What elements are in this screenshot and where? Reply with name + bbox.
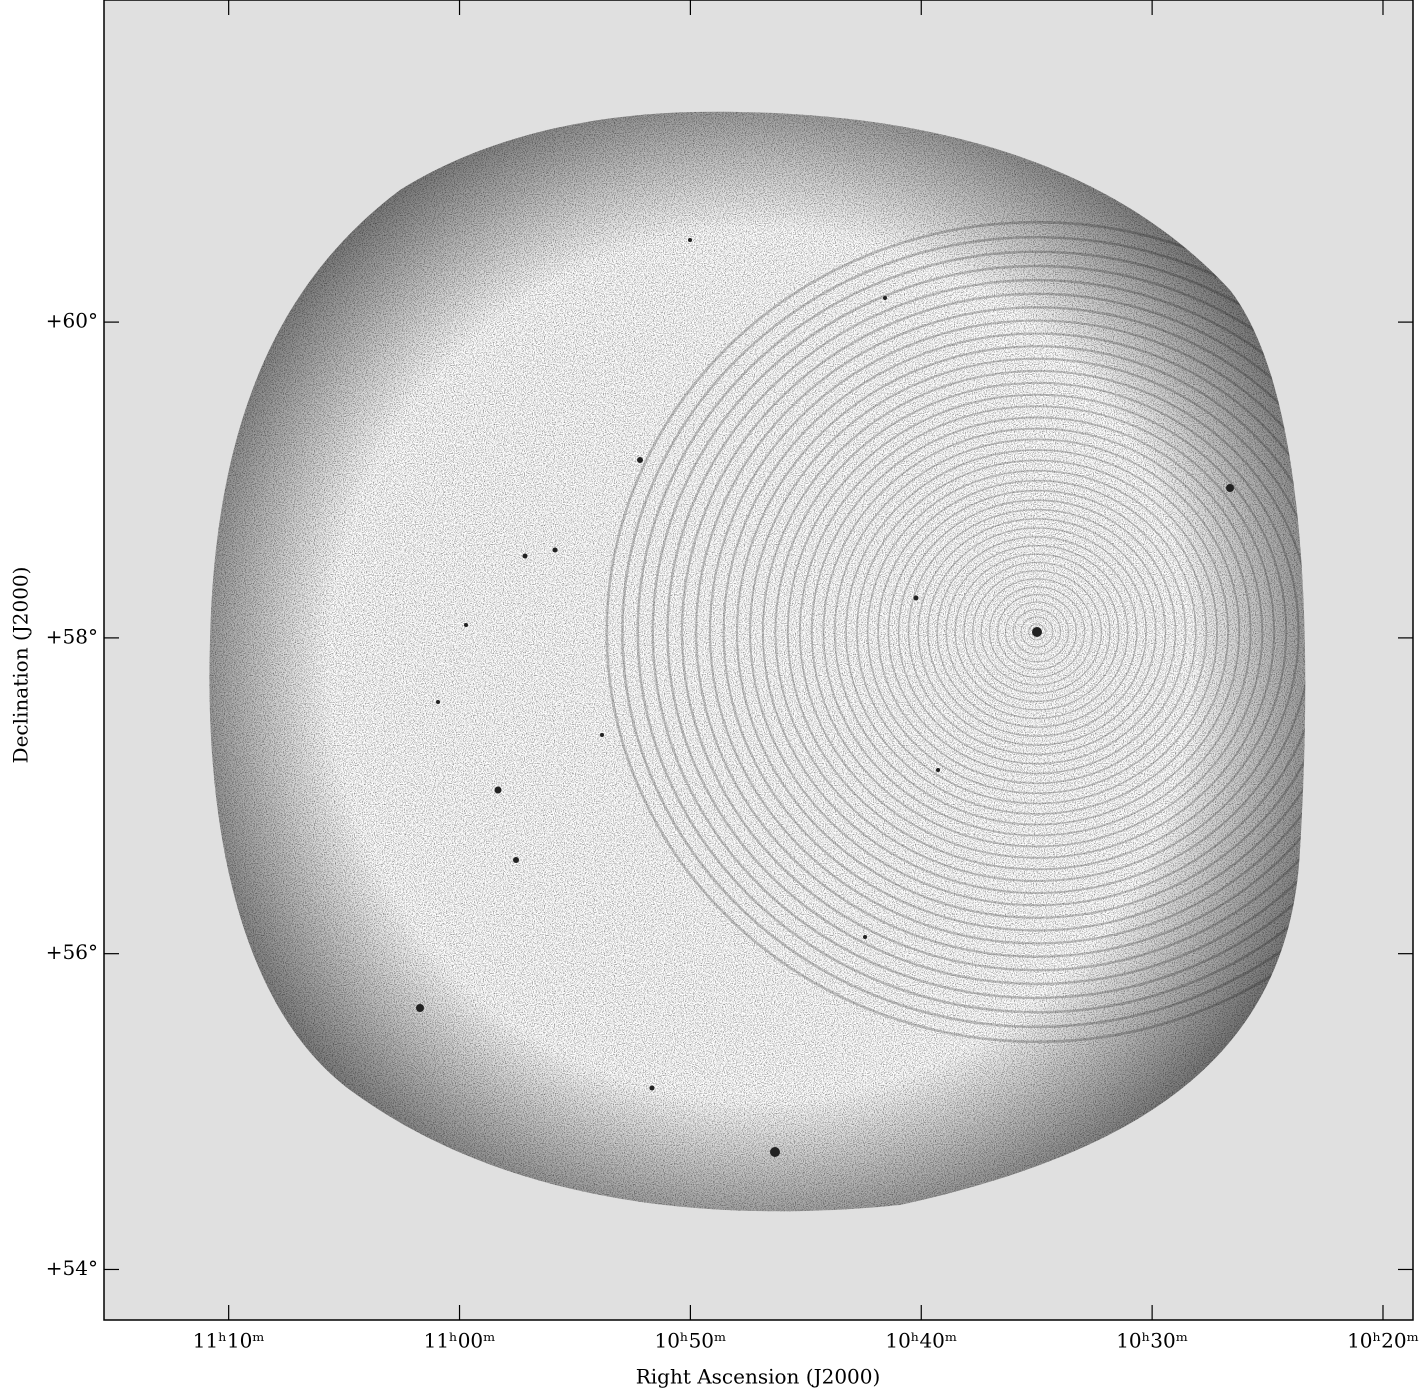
y-axis-label: Declination (J2000) <box>9 567 33 764</box>
page: Right Ascension (J2000) Declination (J20… <box>0 0 1427 1392</box>
y-tick-label: +56° <box>46 940 98 964</box>
x-tick-label: 10ʰ20ᵐ <box>1347 1329 1419 1353</box>
y-tick-label: +60° <box>46 309 98 333</box>
y-tick-label: +58° <box>46 624 98 648</box>
x-tick-label: 10ʰ30ᵐ <box>1116 1329 1188 1353</box>
y-tick-label: +54° <box>46 1256 98 1280</box>
x-axis-label: Right Ascension (J2000) <box>636 1365 881 1389</box>
chart: Right Ascension (J2000) Declination (J20… <box>0 0 1427 1392</box>
x-tick-label: 10ʰ40ᵐ <box>885 1329 957 1353</box>
x-tick-label: 11ʰ10ᵐ <box>193 1329 265 1353</box>
x-tick-label: 11ʰ00ᵐ <box>424 1329 496 1353</box>
x-tick-label: 10ʰ50ᵐ <box>654 1329 726 1353</box>
